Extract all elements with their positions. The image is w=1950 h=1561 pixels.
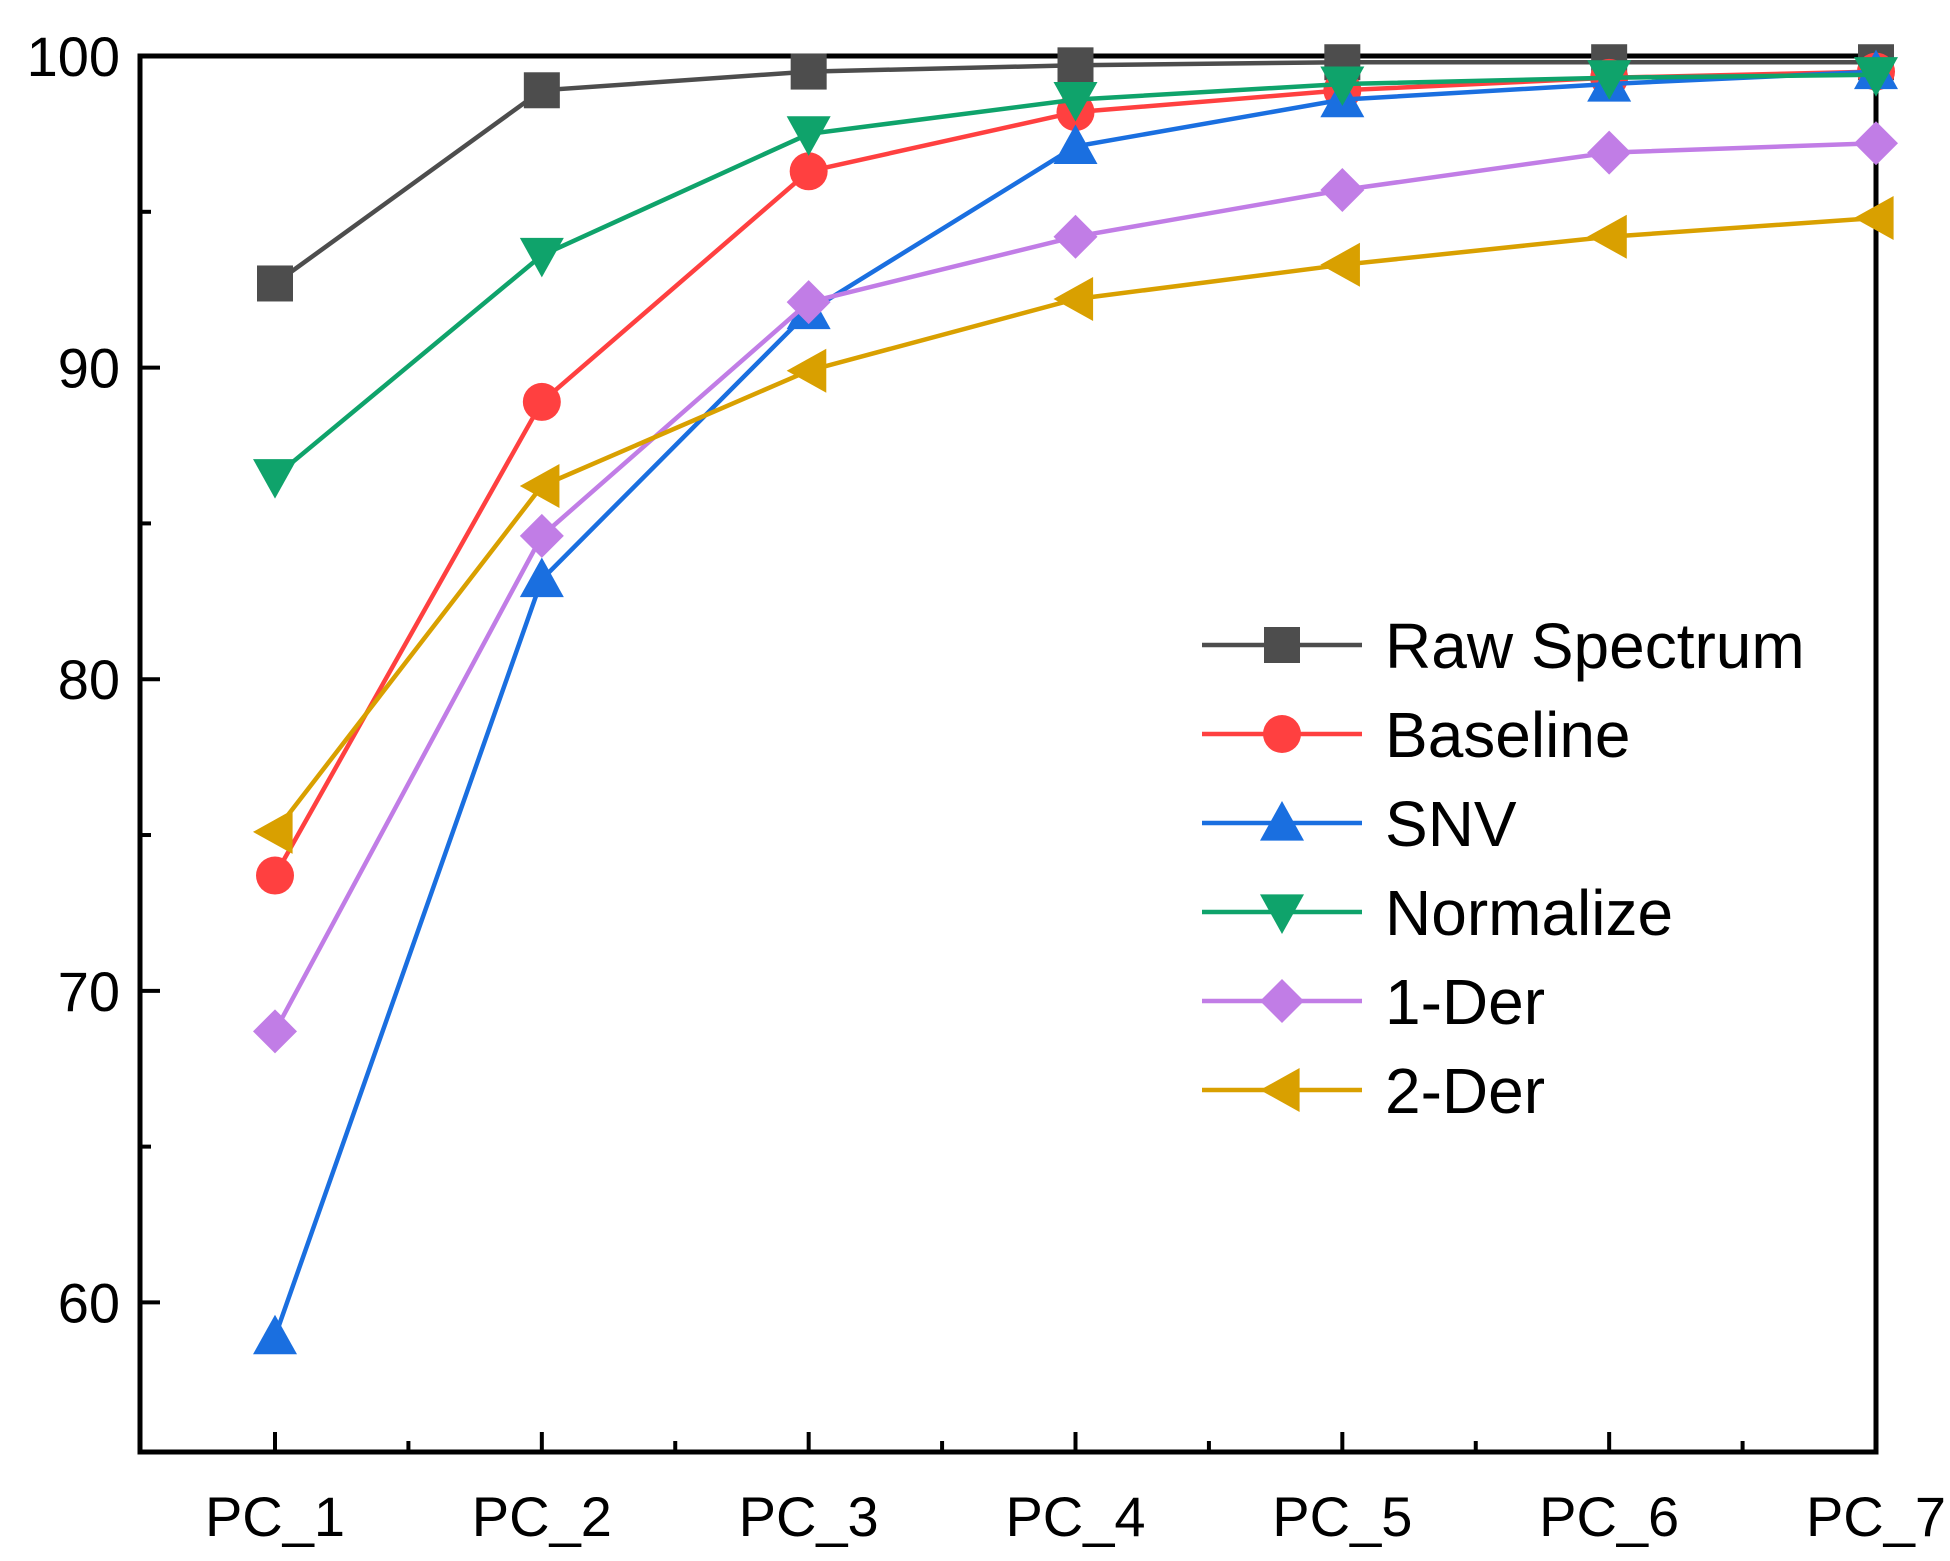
series-2-der	[253, 196, 1894, 854]
data-point	[256, 856, 294, 895]
series-line	[272, 69, 1877, 1338]
legend-label: Raw Spectrum	[1385, 610, 1805, 682]
data-point	[1587, 60, 1632, 100]
legend-label: Normalize	[1385, 877, 1673, 949]
data-point	[1587, 214, 1627, 259]
legend: Raw Spectrum Baseline SNV Normalize 1-Der 2-D…	[1202, 610, 1805, 1127]
data-point	[519, 557, 564, 598]
legend-item: Raw Spectrum	[1202, 610, 1805, 682]
data-point	[1320, 242, 1360, 287]
y-tick-label: 100	[27, 25, 120, 88]
data-point	[1854, 57, 1898, 97]
legend-item: 1-Der	[1202, 966, 1545, 1038]
data-point	[1053, 214, 1098, 259]
legend-label: 2-Der	[1385, 1055, 1545, 1127]
data-point	[1057, 47, 1094, 84]
data-point	[1854, 196, 1894, 241]
series-baseline	[256, 52, 1895, 895]
legend-marker	[1263, 715, 1301, 753]
data-point	[253, 459, 297, 499]
data-point	[522, 382, 561, 421]
x-tick-label: PC_2	[472, 1485, 612, 1548]
x-tick-label: PC_5	[1272, 1485, 1412, 1548]
data-point	[519, 464, 560, 509]
series-group	[253, 44, 1898, 1355]
legend-marker	[1260, 1068, 1300, 1112]
data-point	[1854, 121, 1898, 166]
data-point	[786, 348, 827, 393]
data-point	[253, 1009, 297, 1054]
legend-label: Baseline	[1385, 699, 1631, 771]
data-point	[786, 280, 831, 325]
legend-item: Baseline	[1202, 699, 1631, 771]
y-tick-label: 60	[58, 1271, 120, 1334]
data-point	[253, 809, 293, 854]
legend-label: 1-Der	[1385, 966, 1545, 1038]
data-point	[1320, 66, 1365, 107]
series-line	[273, 69, 1877, 877]
legend-item: Normalize	[1202, 877, 1673, 949]
y-tick-label: 80	[58, 648, 120, 711]
axes: 60 70 80 90 100 PC_1 PC_2 PC_3 PC_4 PC_5 PC_6 PC_7	[27, 25, 1946, 1548]
data-point	[1053, 82, 1098, 122]
x-tick-label: PC_7	[1806, 1485, 1946, 1548]
data-point	[519, 237, 564, 278]
legend-marker	[1264, 627, 1300, 663]
x-tick-label: PC_3	[739, 1485, 879, 1548]
y-tick-label: 70	[58, 960, 120, 1023]
legend-item: SNV	[1202, 788, 1517, 860]
data-point	[519, 513, 564, 558]
legend-label: SNV	[1385, 788, 1517, 860]
data-point	[253, 1314, 297, 1355]
x-tick-label: PC_6	[1539, 1485, 1679, 1548]
data-point	[523, 72, 560, 109]
data-point	[786, 116, 831, 156]
data-point	[257, 265, 293, 302]
data-point	[1053, 124, 1098, 164]
legend-marker	[1260, 801, 1304, 841]
data-point	[1053, 277, 1094, 322]
data-point	[790, 53, 827, 90]
data-point	[1320, 167, 1365, 212]
y-tick-label: 90	[58, 337, 120, 400]
x-tick-label: PC_4	[1005, 1485, 1145, 1548]
legend-marker	[1260, 894, 1304, 934]
legend-marker	[1260, 979, 1304, 1023]
plot-frame	[137, 53, 1879, 1455]
legend-item: 2-Der	[1202, 1055, 1545, 1127]
data-point	[1587, 130, 1632, 175]
x-tick-label: PC_1	[205, 1485, 345, 1548]
series-normalize	[253, 57, 1898, 499]
data-point	[789, 152, 828, 191]
series-1-der	[253, 121, 1898, 1054]
